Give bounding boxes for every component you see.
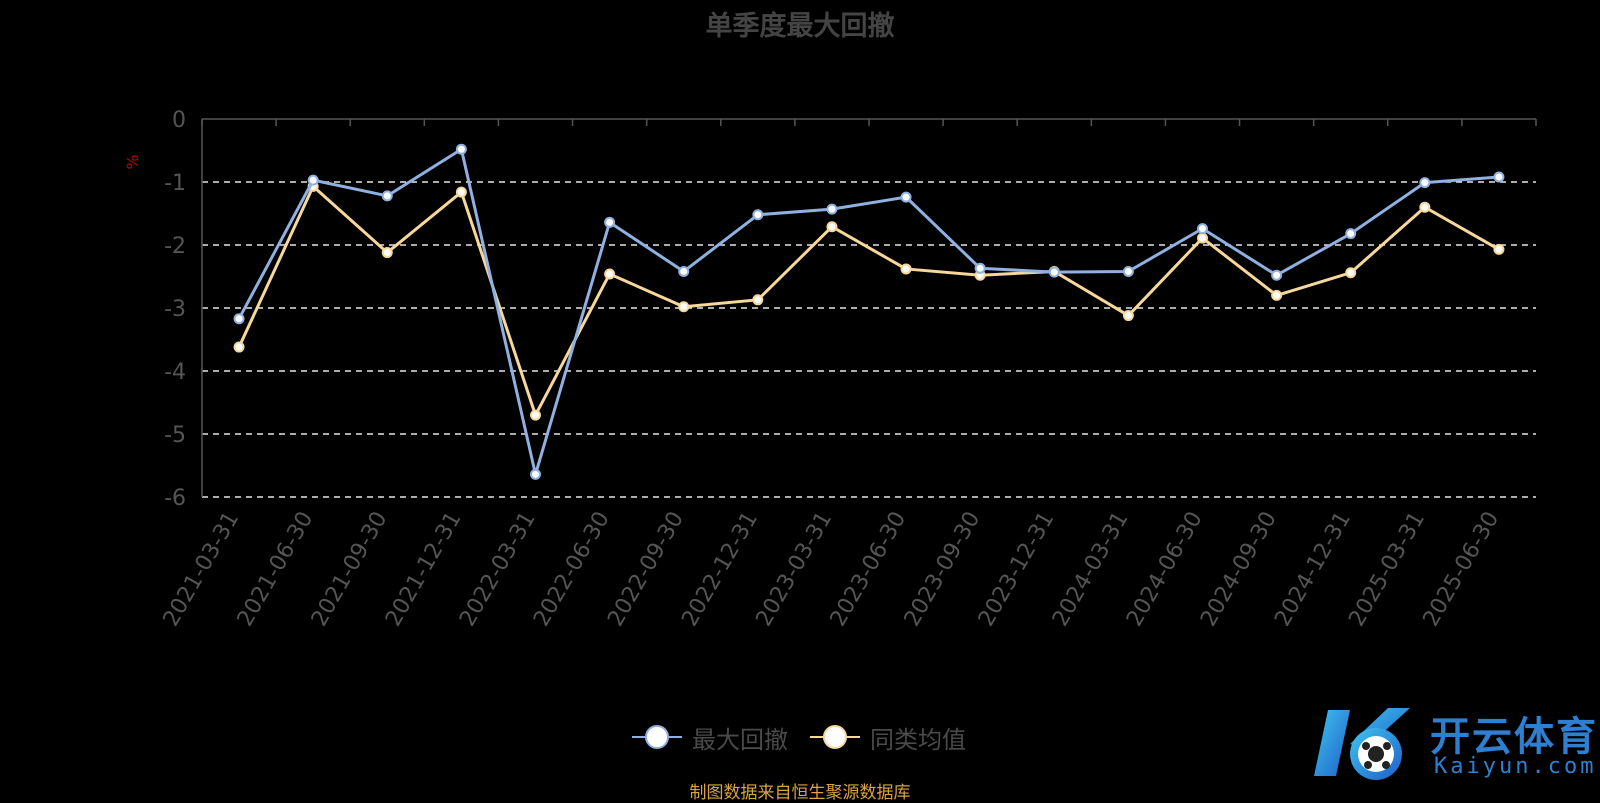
series-1-point-8 [826,221,838,233]
legend-swatch-1 [810,725,860,749]
chart-title: 单季度最大回撤 [705,11,895,42]
brand-logo: 开云体育 Kaiyun.com [1310,700,1600,786]
series-1-point-9 [900,263,912,275]
x-tick-label-12: 2024-03-31 [1048,508,1134,631]
series-1-point-6 [678,301,690,313]
x-tick-label-10: 2023-09-30 [900,508,986,631]
series-0-point-14 [1271,269,1283,281]
x-tick-label-13: 2024-06-30 [1122,508,1208,631]
x-tick-label-14: 2024-09-30 [1196,508,1282,631]
series-0-point-1 [307,174,319,186]
series-0-point-15 [1345,228,1357,240]
x-tick-label-7: 2022-12-31 [677,508,763,631]
legend-label-0: 最大回撤 [692,725,788,754]
series-1-point-2 [381,247,393,259]
series-1-point-16 [1419,201,1431,213]
series-0-point-0 [233,313,245,325]
y-axis-label: % [123,154,142,169]
y-tick-label-1: -1 [164,171,186,196]
x-tick-label-3: 2021-12-31 [381,508,467,631]
brand-name-en: Kaiyun.com [1434,754,1597,779]
series-1-point-17 [1493,243,1505,255]
series-line-0 [237,147,1500,476]
series-0-point-4 [530,468,541,480]
legend-swatch-0 [632,725,682,749]
series-layer [233,143,1505,480]
series-1-point-7 [752,294,764,306]
grid-layer [202,181,1536,498]
k-logo-icon [1314,708,1410,780]
series-0-point-3 [455,143,467,155]
x-tick-label-8: 2023-03-31 [752,508,838,631]
y-tick-label-4: -4 [164,360,186,385]
y-tick-label-5: -5 [164,423,186,448]
x-tick-label-11: 2023-12-31 [974,508,1060,631]
x-tick-label-5: 2022-06-30 [529,508,615,631]
series-line-1 [237,184,1500,417]
series-0-point-13 [1197,223,1208,235]
axis-layer: 0 -1 -2 -3 -4 -5 -6% 2021-03-312021-06-302021-0… [123,108,1537,631]
series-0-point-12 [1122,265,1134,277]
x-tick-label-4: 2022-03-31 [455,508,541,631]
series-1-point-0 [233,341,245,353]
x-tick-label-15: 2024-12-31 [1270,508,1356,631]
legend-label-1: 同类均值 [870,725,966,754]
series-0-point-7 [752,209,764,221]
x-tick-label-9: 2023-06-30 [826,508,912,631]
y-tick-label-6: -6 [164,486,186,511]
x-tick-label-1: 2021-06-30 [233,508,319,631]
series-0-point-11 [1048,266,1060,278]
series-0-point-9 [900,191,912,203]
brand-name-cn: 开云体育 [1430,714,1598,760]
x-tick-label-2: 2021-09-30 [307,508,393,631]
series-1-point-3 [455,186,467,198]
series-0-point-16 [1419,177,1431,189]
series-0-point-10 [974,262,986,274]
series-1-point-13 [1197,232,1208,244]
legend: 最大回撤 同类均值 [632,720,966,754]
legend-item-0[interactable]: 最大回撤 [632,720,788,755]
x-tick-label-17: 2025-06-30 [1419,508,1505,631]
series-1-point-5 [604,268,616,280]
y-tick-label-2: -2 [164,234,186,259]
x-tick-label-0: 2021-03-31 [159,508,245,631]
y-tick-label-0: 0 [172,108,186,133]
series-1-point-4 [530,409,541,421]
series-0-point-5 [604,216,616,228]
legend-item-1[interactable]: 同类均值 [810,720,966,755]
series-1-point-15 [1345,267,1357,279]
series-0-point-2 [381,190,393,202]
series-0-point-17 [1493,171,1505,183]
x-tick-label-6: 2022-09-30 [603,508,689,631]
source-note: 制图数据来自恒生聚源数据库 [689,783,911,803]
y-tick-label-3: -3 [164,297,186,322]
series-0-point-8 [826,203,838,215]
series-0-point-6 [678,265,690,277]
series-1-point-14 [1271,289,1283,301]
x-tick-label-16: 2025-03-31 [1344,508,1430,631]
series-1-point-12 [1122,310,1134,322]
